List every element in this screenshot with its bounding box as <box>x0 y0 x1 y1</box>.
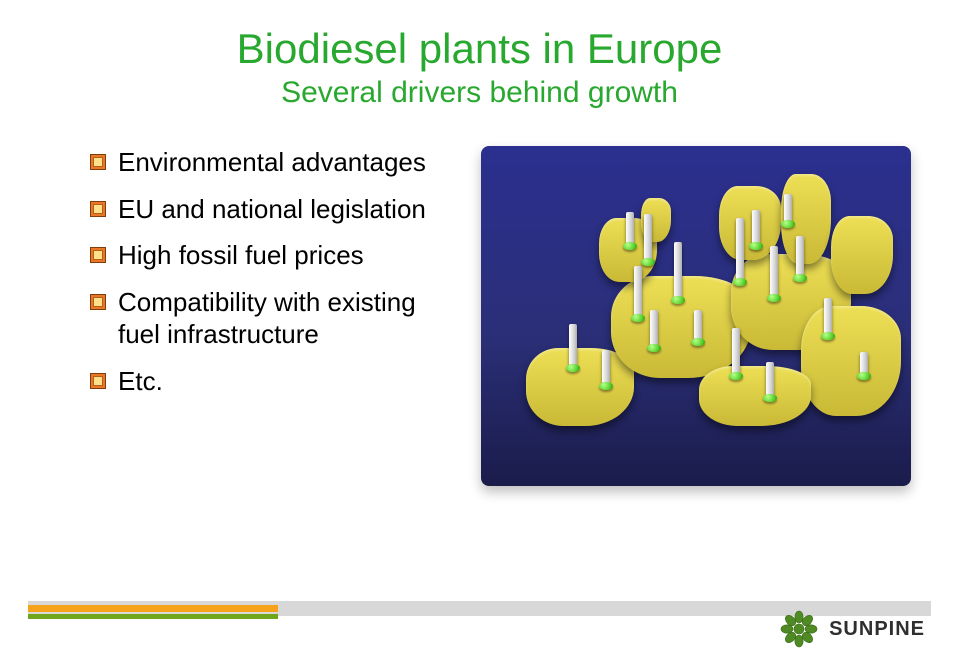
map-pillar <box>647 308 661 352</box>
map-pillar <box>566 322 580 372</box>
map-pillar <box>767 244 781 302</box>
map-pillar <box>763 360 777 402</box>
map-pillar <box>733 216 747 286</box>
europe-map <box>481 146 911 486</box>
map-pillar <box>599 348 613 390</box>
bullet-item: Compatibility with existing fuel infrast… <box>90 286 440 351</box>
map-pillar <box>781 192 795 228</box>
bullet-text: Environmental advantages <box>118 146 426 179</box>
brand-name: sunpine <box>829 618 925 641</box>
slide-title: Biodiesel plants in Europe <box>0 26 959 72</box>
bullet-text: Compatibility with existing fuel infrast… <box>118 286 440 351</box>
bullet-item: High fossil fuel prices <box>90 239 440 272</box>
map-pillar <box>857 350 871 380</box>
bullet-square-icon <box>90 373 106 389</box>
bullet-item: Environmental advantages <box>90 146 440 179</box>
bullet-square-icon <box>90 154 106 170</box>
map-pillar <box>671 240 685 304</box>
map-pillar <box>793 234 807 282</box>
map-pillar <box>749 208 763 250</box>
bullet-square-icon <box>90 201 106 217</box>
map-pillar <box>821 296 835 340</box>
bullet-text: High fossil fuel prices <box>118 239 364 272</box>
bullet-text: EU and national legislation <box>118 193 426 226</box>
bullet-square-icon <box>90 247 106 263</box>
bullet-list: Environmental advantages EU and national … <box>90 146 440 486</box>
map-pillar <box>623 210 637 250</box>
footer-accent-orange <box>28 605 278 612</box>
map-land <box>526 348 634 426</box>
map-pillar <box>641 212 655 266</box>
content-row: Environmental advantages EU and national … <box>0 110 959 486</box>
title-block: Biodiesel plants in Europe Several drive… <box>0 0 959 110</box>
map-pillar <box>631 264 645 322</box>
sun-flower-icon <box>779 609 819 649</box>
footer-accent-green <box>28 614 278 619</box>
map-land <box>831 216 893 294</box>
bullet-square-icon <box>90 294 106 310</box>
map-pillar <box>691 308 705 346</box>
map-land <box>699 366 811 426</box>
bullet-item: EU and national legislation <box>90 193 440 226</box>
map-pillar <box>729 326 743 380</box>
bullet-item: Etc. <box>90 365 440 398</box>
map-land <box>801 306 901 416</box>
map-wrap <box>472 146 919 486</box>
bullet-text: Etc. <box>118 365 163 398</box>
slide-subtitle: Several drivers behind growth <box>0 76 959 110</box>
brand-logo: sunpine <box>779 609 925 649</box>
